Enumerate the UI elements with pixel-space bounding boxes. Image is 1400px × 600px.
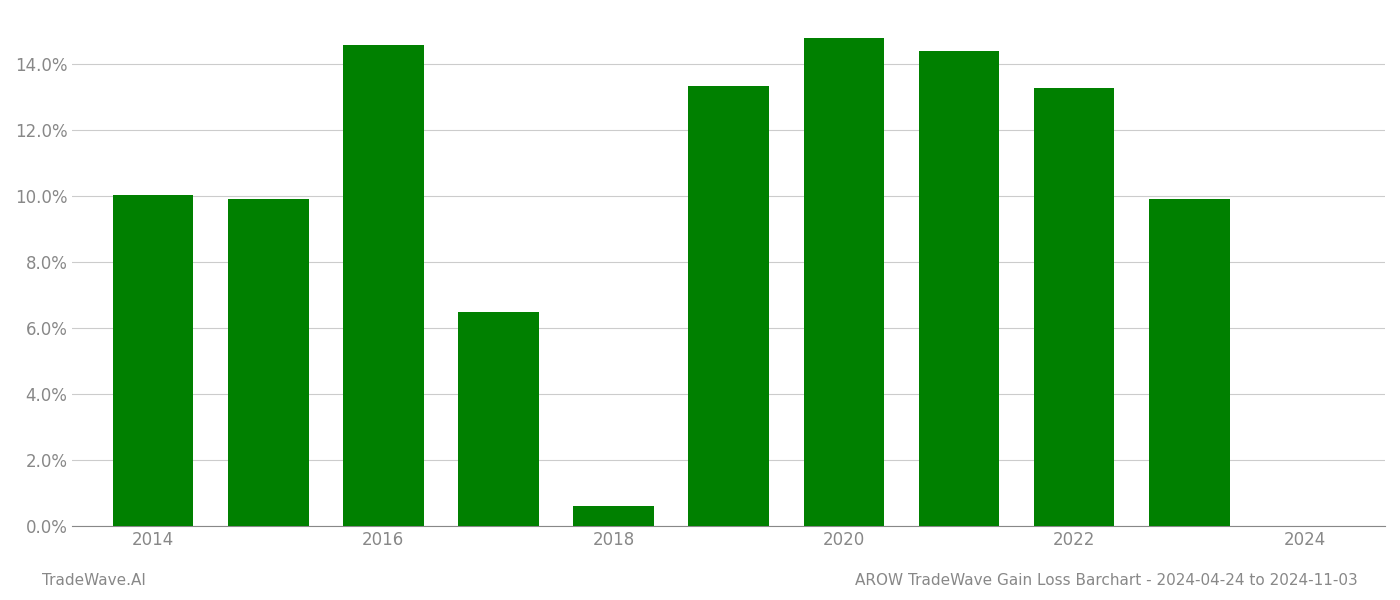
Bar [343, 44, 424, 526]
Bar [1033, 88, 1114, 526]
Bar [574, 506, 654, 526]
Bar [1149, 199, 1229, 526]
Bar [228, 199, 308, 526]
Text: TradeWave.AI: TradeWave.AI [42, 573, 146, 588]
Bar [113, 196, 193, 526]
Bar [689, 86, 769, 526]
Bar [804, 38, 885, 526]
Text: AROW TradeWave Gain Loss Barchart - 2024-04-24 to 2024-11-03: AROW TradeWave Gain Loss Barchart - 2024… [855, 573, 1358, 588]
Bar [458, 313, 539, 526]
Bar [918, 51, 1000, 526]
